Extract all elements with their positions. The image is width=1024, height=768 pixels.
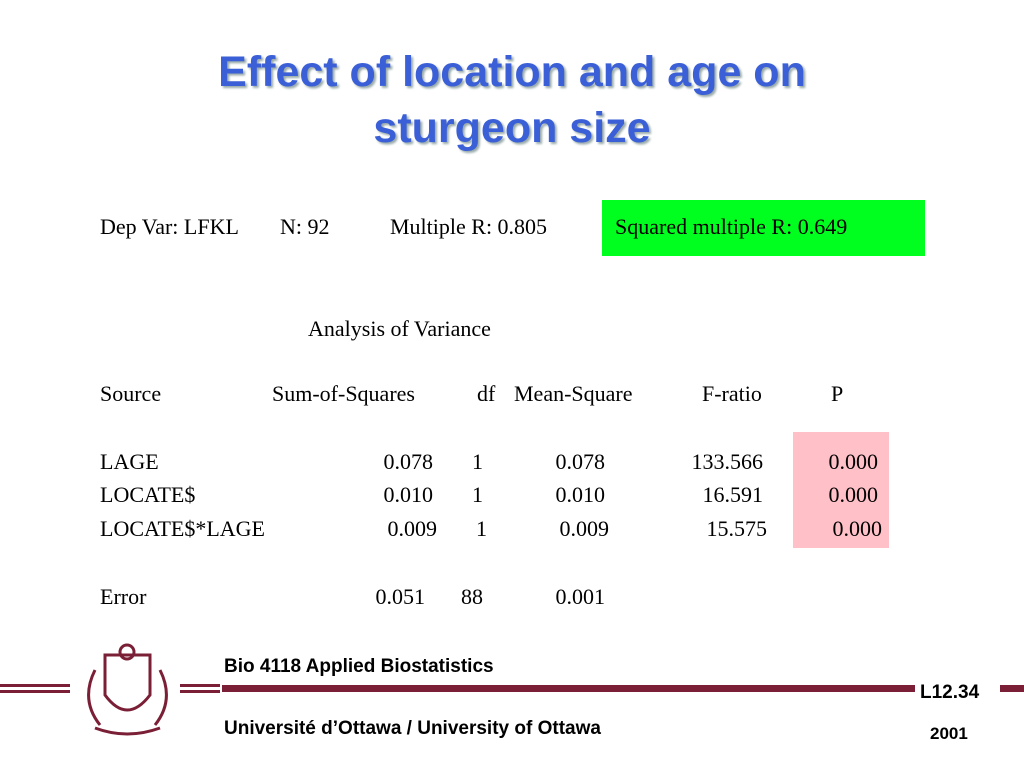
footer-graphics xyxy=(0,643,1024,736)
column-header: df xyxy=(477,381,496,406)
table-cell: 0.001 xyxy=(555,584,606,609)
table-cell: 0.078 xyxy=(383,449,434,474)
row-label: LOCATE$*LAGE xyxy=(100,516,265,541)
title-line: Effect of location and age on xyxy=(218,48,806,96)
table-cell: 0.010 xyxy=(555,482,606,507)
anova-heading: Analysis of Variance xyxy=(308,316,491,341)
table-cell: 16.591 xyxy=(702,482,764,507)
table-cell: 1 xyxy=(472,482,483,507)
table-cell: 0.009 xyxy=(387,516,438,541)
table-cell: 15.575 xyxy=(706,516,768,541)
course: Bio 4118 Applied Biostatistics xyxy=(224,656,494,677)
n: N: 92 xyxy=(280,214,330,239)
column-header: F-ratio xyxy=(702,381,762,406)
title-line: sturgeon size xyxy=(373,104,651,152)
table-cell: 1 xyxy=(472,449,483,474)
row-label: Error xyxy=(100,584,147,609)
table-cell: 133.566 xyxy=(691,449,764,474)
table-cell: 0.009 xyxy=(559,516,610,541)
table-cell: 0.000 xyxy=(828,449,879,474)
squared-r: Squared multiple R: 0.649 xyxy=(615,214,848,239)
table-cell: 1 xyxy=(476,516,487,541)
highlight-box xyxy=(602,200,925,256)
table-cell: 0.000 xyxy=(832,516,883,541)
slide-number: L12.34 xyxy=(920,682,980,703)
column-header: Sum-of-Squares xyxy=(272,381,415,406)
dep-var: Dep Var: LFKL xyxy=(100,214,239,239)
table-cell: 0.078 xyxy=(555,449,606,474)
column-header: Source xyxy=(100,381,162,406)
table-cell: 0.010 xyxy=(383,482,434,507)
table-cell: 0.000 xyxy=(828,482,879,507)
column-header: P xyxy=(831,381,844,406)
row-label: LOCATE$ xyxy=(100,482,196,507)
row-label: LAGE xyxy=(100,449,159,474)
university: Université d’Ottawa / University of Otta… xyxy=(224,718,601,739)
column-header: Mean-Square xyxy=(514,381,633,406)
table-cell: 0.051 xyxy=(375,584,426,609)
multiple-r: Multiple R: 0.805 xyxy=(390,214,548,239)
table-cell: 88 xyxy=(461,584,483,609)
year: 2001 xyxy=(930,724,968,743)
highlight-box xyxy=(793,432,889,548)
